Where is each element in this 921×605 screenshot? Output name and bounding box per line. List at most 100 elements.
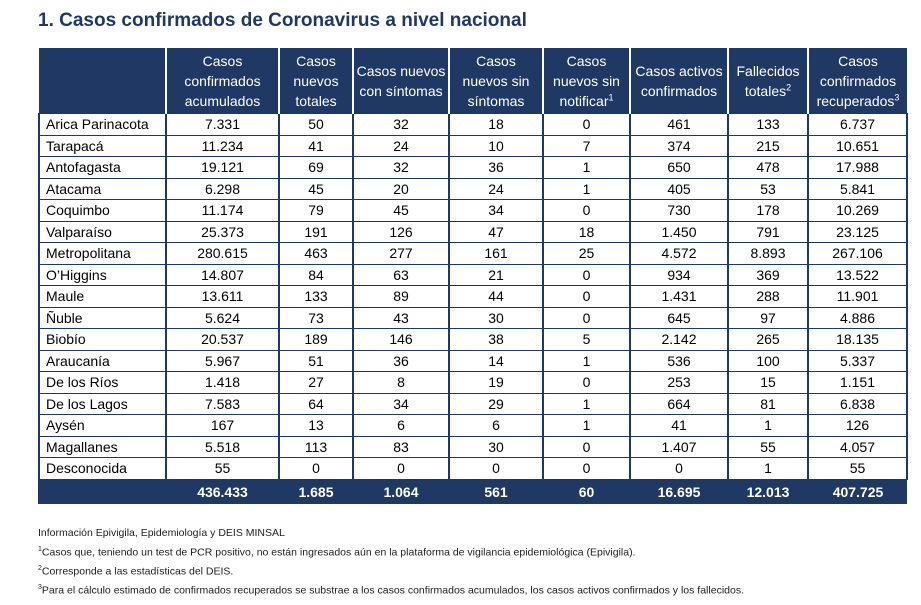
footnote-2-marker: 2 bbox=[38, 564, 42, 572]
data-cell: 1.407 bbox=[629, 435, 729, 458]
cases-table: Casos confirmados acumulados Casos nuevos… bbox=[38, 48, 908, 504]
data-cell: 133 bbox=[727, 113, 809, 136]
data-cell: 1 bbox=[727, 457, 809, 480]
data-cell: 17.988 bbox=[807, 156, 908, 179]
data-cell: 36 bbox=[448, 156, 544, 179]
totals-label bbox=[38, 479, 166, 504]
region-name: Maule bbox=[38, 285, 167, 308]
footnote-marker: 3 bbox=[894, 91, 900, 102]
footnote-3-marker: 3 bbox=[38, 583, 42, 591]
data-cell: 34 bbox=[448, 199, 544, 222]
column-header: Casos confirmados acumulados bbox=[165, 48, 279, 114]
data-cell: 18 bbox=[448, 113, 544, 136]
data-cell: 50 bbox=[278, 113, 354, 136]
data-cell: 6.298 bbox=[165, 177, 280, 200]
column-header-label: Fallecidos totales bbox=[736, 62, 800, 99]
table-row: Aysén 167 13 6 6 1 41 1 126 bbox=[38, 414, 908, 437]
data-cell: 45 bbox=[352, 199, 450, 222]
data-cell: 0 bbox=[542, 371, 631, 394]
data-cell: 18.135 bbox=[807, 328, 908, 351]
data-cell: 126 bbox=[807, 414, 908, 437]
data-cell: 83 bbox=[352, 435, 450, 458]
column-header-label: Casos confirmados recuperados bbox=[816, 52, 897, 109]
data-cell: 13 bbox=[278, 414, 354, 437]
data-cell: 51 bbox=[278, 349, 354, 372]
data-cell: 63 bbox=[352, 263, 450, 286]
data-cell: 14 bbox=[448, 349, 544, 372]
page-title: 1. Casos confirmados de Coronavirus a ni… bbox=[38, 10, 527, 31]
footnote-marker: 1 bbox=[608, 91, 614, 102]
region-name: De los Ríos bbox=[38, 371, 167, 394]
data-cell: 11.174 bbox=[165, 199, 280, 222]
region-name: Desconocida bbox=[38, 457, 167, 480]
data-cell: 791 bbox=[727, 220, 809, 243]
data-cell: 4.572 bbox=[629, 242, 729, 265]
data-cell: 189 bbox=[278, 328, 354, 351]
data-cell: 29 bbox=[448, 392, 544, 415]
table-row: Valparaíso 25.373 191 126 47 18 1.450 791 23.125 bbox=[38, 220, 908, 243]
data-cell: 664 bbox=[629, 392, 729, 415]
data-cell: 69 bbox=[278, 156, 354, 179]
footnotes: Información Epivigila, Epidemiología y D… bbox=[38, 526, 744, 599]
footnote-1-marker: 1 bbox=[38, 545, 42, 553]
totals-row: 436.433 1.685 1.064 561 60 16.695 12.013 407.72… bbox=[38, 479, 907, 504]
region-name: O’Higgins bbox=[38, 263, 167, 286]
data-cell: 79 bbox=[278, 199, 354, 222]
data-cell: 280.615 bbox=[165, 242, 280, 265]
data-cell: 24 bbox=[352, 134, 450, 157]
data-cell: 277 bbox=[352, 242, 450, 265]
region-name: Biobío bbox=[38, 328, 167, 351]
data-cell: 10 bbox=[448, 134, 544, 157]
table-row: Tarapacá 11.234 41 24 10 7 374 215 10.651 bbox=[38, 134, 908, 157]
data-cell: 0 bbox=[448, 457, 544, 480]
data-cell: 10.269 bbox=[807, 199, 908, 222]
data-cell: 81 bbox=[727, 392, 809, 415]
column-header: Casos nuevos sin síntomas bbox=[448, 48, 543, 114]
data-cell: 2.142 bbox=[629, 328, 729, 351]
footnote-3-text: Para el cálculo estimado de confirmados … bbox=[41, 584, 744, 596]
data-cell: 19 bbox=[448, 371, 544, 394]
data-cell: 4.057 bbox=[807, 435, 908, 458]
table-row: Arica Parinacota 7.331 50 32 18 0 461 133 6.737 bbox=[38, 113, 908, 136]
data-cell: 73 bbox=[278, 306, 354, 329]
data-cell: 288 bbox=[727, 285, 809, 308]
data-cell: 34 bbox=[352, 392, 450, 415]
data-cell: 25.373 bbox=[165, 220, 280, 243]
table-row: Coquimbo 11.174 79 45 34 0 730 178 10.269 bbox=[38, 199, 908, 222]
data-cell: 30 bbox=[448, 435, 544, 458]
data-cell: 5.518 bbox=[165, 435, 280, 458]
data-cell: 0 bbox=[542, 457, 631, 480]
data-cell: 7 bbox=[542, 134, 631, 157]
data-cell: 53 bbox=[727, 177, 809, 200]
data-cell: 32 bbox=[352, 156, 450, 179]
data-cell: 8.893 bbox=[727, 242, 809, 265]
region-name: Magallanes bbox=[38, 435, 167, 458]
data-cell: 20 bbox=[352, 177, 450, 200]
header-row: Casos confirmados acumulados Casos nuevos… bbox=[39, 48, 907, 114]
data-cell: 55 bbox=[727, 435, 809, 458]
table-row: Desconocida 55 0 0 0 0 0 1 55 bbox=[38, 457, 908, 480]
data-cell: 0 bbox=[542, 263, 631, 286]
footnote-1-text: Casos que, teniendo un test de PCR posit… bbox=[41, 546, 636, 558]
data-cell: 18 bbox=[542, 220, 631, 243]
region-name: Ñuble bbox=[38, 306, 167, 329]
data-cell: 24 bbox=[448, 177, 544, 200]
data-cell: 461 bbox=[629, 113, 729, 136]
data-cell: 41 bbox=[629, 414, 729, 437]
data-cell: 30 bbox=[448, 306, 544, 329]
total-cell: 1.064 bbox=[352, 479, 449, 504]
data-cell: 45 bbox=[278, 177, 354, 200]
data-cell: 5.967 bbox=[165, 349, 280, 372]
data-cell: 1 bbox=[542, 414, 631, 437]
data-cell: 64 bbox=[278, 392, 354, 415]
data-cell: 253 bbox=[629, 371, 729, 394]
data-cell: 97 bbox=[727, 306, 809, 329]
data-cell: 730 bbox=[629, 199, 729, 222]
column-header-label: Casos activos confirmados bbox=[635, 62, 723, 99]
data-cell: 13.611 bbox=[165, 285, 280, 308]
region-name: Metropolitana bbox=[38, 242, 167, 265]
data-cell: 1 bbox=[542, 349, 631, 372]
data-cell: 0 bbox=[629, 457, 729, 480]
data-cell: 405 bbox=[629, 177, 729, 200]
total-cell: 1.685 bbox=[278, 479, 353, 504]
